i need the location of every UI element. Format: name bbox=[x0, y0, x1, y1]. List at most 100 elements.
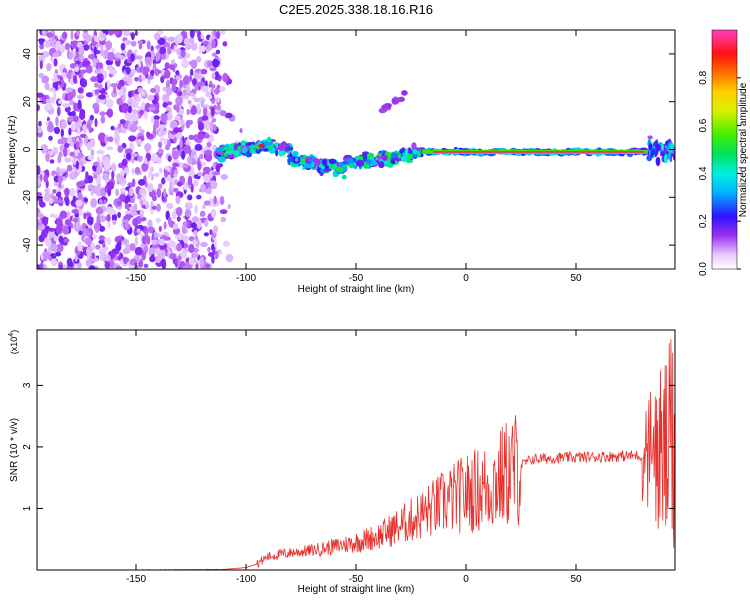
heatmap-ytick-label: -20 bbox=[22, 190, 33, 205]
noise-blob bbox=[213, 238, 217, 248]
noise-blob bbox=[113, 86, 117, 95]
noise-blob bbox=[137, 155, 143, 162]
colorbar-tick-label: 0.0 bbox=[698, 262, 709, 276]
snr-frame bbox=[36, 329, 676, 571]
noise-blob bbox=[164, 62, 170, 70]
noise-blob bbox=[94, 118, 98, 128]
noise-blob bbox=[79, 108, 85, 119]
noise-blob bbox=[62, 225, 69, 235]
noise-blob bbox=[64, 187, 70, 197]
noise-blob bbox=[77, 241, 83, 252]
noise-blob bbox=[69, 187, 76, 198]
noise-blob bbox=[194, 204, 199, 214]
noise-blob bbox=[74, 66, 80, 72]
noise-blob bbox=[212, 124, 217, 131]
noise-blob bbox=[137, 179, 146, 186]
noise-blob bbox=[94, 82, 99, 88]
noise-blob bbox=[184, 209, 192, 218]
trace-blob bbox=[263, 142, 268, 146]
colorbar-tick-label: 0.4 bbox=[698, 166, 709, 180]
noise-blob bbox=[55, 40, 62, 51]
noise-blob bbox=[123, 238, 127, 245]
noise-blob bbox=[83, 34, 92, 41]
noise-blob bbox=[146, 40, 151, 50]
noise-blob bbox=[181, 150, 186, 160]
trace-blob bbox=[328, 164, 334, 168]
noise-blob bbox=[187, 194, 193, 201]
noise-blob bbox=[191, 78, 197, 86]
noise-blob bbox=[191, 42, 198, 51]
noise-blob bbox=[144, 56, 152, 65]
noise-blob bbox=[41, 30, 47, 36]
trace-blob bbox=[391, 152, 397, 159]
noise-blob bbox=[136, 66, 140, 74]
noise-blob bbox=[146, 75, 154, 80]
noise-blob bbox=[37, 104, 40, 112]
noise-blob bbox=[143, 246, 149, 253]
colorbar-ticks: 0.0 0.2 0.4 0.6 0.8 bbox=[698, 70, 741, 276]
noise-blob bbox=[175, 75, 181, 81]
noise-blob bbox=[93, 161, 100, 167]
noise-blob bbox=[158, 238, 166, 246]
noise-blob bbox=[130, 152, 139, 158]
noise-blob bbox=[179, 79, 184, 89]
noise-blob bbox=[222, 240, 230, 247]
noise-blob bbox=[158, 225, 162, 232]
noise-blob bbox=[175, 70, 180, 76]
noise-blob bbox=[90, 198, 97, 208]
noise-blob bbox=[144, 230, 149, 237]
noise-blob bbox=[106, 181, 115, 191]
noise-blob bbox=[56, 199, 64, 204]
noise-blob bbox=[106, 79, 111, 90]
noise-blob bbox=[204, 219, 208, 226]
colorbar-gradient bbox=[711, 29, 738, 270]
noise-blob bbox=[190, 59, 198, 69]
snr-axes: -150 -100 -50 0 50 1 2 3 bbox=[22, 330, 675, 585]
noise-blob bbox=[87, 54, 95, 60]
noise-blob bbox=[58, 235, 64, 244]
noise-blob bbox=[97, 83, 103, 91]
noise-blob bbox=[45, 102, 53, 111]
noise-blob bbox=[137, 40, 144, 45]
noise-blob bbox=[215, 49, 221, 55]
noise-blob bbox=[200, 98, 204, 108]
noise-blob bbox=[105, 111, 113, 116]
trace-blob bbox=[320, 165, 325, 169]
trace-blob bbox=[311, 161, 315, 168]
noise-blob bbox=[197, 171, 203, 177]
burst-blob bbox=[660, 143, 665, 151]
noise-blob bbox=[156, 188, 162, 198]
noise-blob bbox=[197, 133, 205, 140]
noise-blob bbox=[112, 30, 120, 35]
noise-blob bbox=[116, 175, 125, 184]
noise-blob bbox=[219, 209, 228, 215]
noise-blob bbox=[64, 157, 72, 163]
heatmap-ytick-label: -40 bbox=[22, 237, 33, 252]
trace-blob bbox=[411, 142, 417, 150]
noise-blob bbox=[211, 39, 216, 49]
snr-series-line bbox=[37, 339, 675, 570]
noise-blob bbox=[98, 199, 103, 205]
noise-blob bbox=[66, 73, 71, 78]
noise-blob bbox=[155, 217, 161, 224]
heatmap-ytick-label: 40 bbox=[22, 48, 33, 60]
noise-blob bbox=[192, 180, 199, 187]
noise-blob bbox=[227, 204, 231, 209]
noise-blob bbox=[125, 66, 131, 75]
noise-blob bbox=[162, 93, 170, 103]
noise-blob bbox=[131, 157, 135, 164]
noise-blob bbox=[79, 54, 85, 62]
noise-blob bbox=[124, 218, 129, 229]
noise-blob bbox=[38, 120, 42, 127]
noise-blob bbox=[163, 197, 167, 203]
trace-blob bbox=[362, 154, 368, 162]
noise-blob bbox=[141, 162, 149, 172]
noise-blob bbox=[179, 118, 185, 126]
noise-blob bbox=[139, 129, 145, 134]
noise-blob bbox=[156, 157, 162, 164]
noise-blob bbox=[175, 195, 181, 205]
heatmap-panel: -150 -100 -50 0 50 -40 -20 0 20 40 Height of stra… bbox=[7, 29, 676, 295]
noise-blob bbox=[82, 61, 87, 68]
noise-blob bbox=[167, 216, 172, 226]
noise-blob bbox=[131, 99, 139, 109]
